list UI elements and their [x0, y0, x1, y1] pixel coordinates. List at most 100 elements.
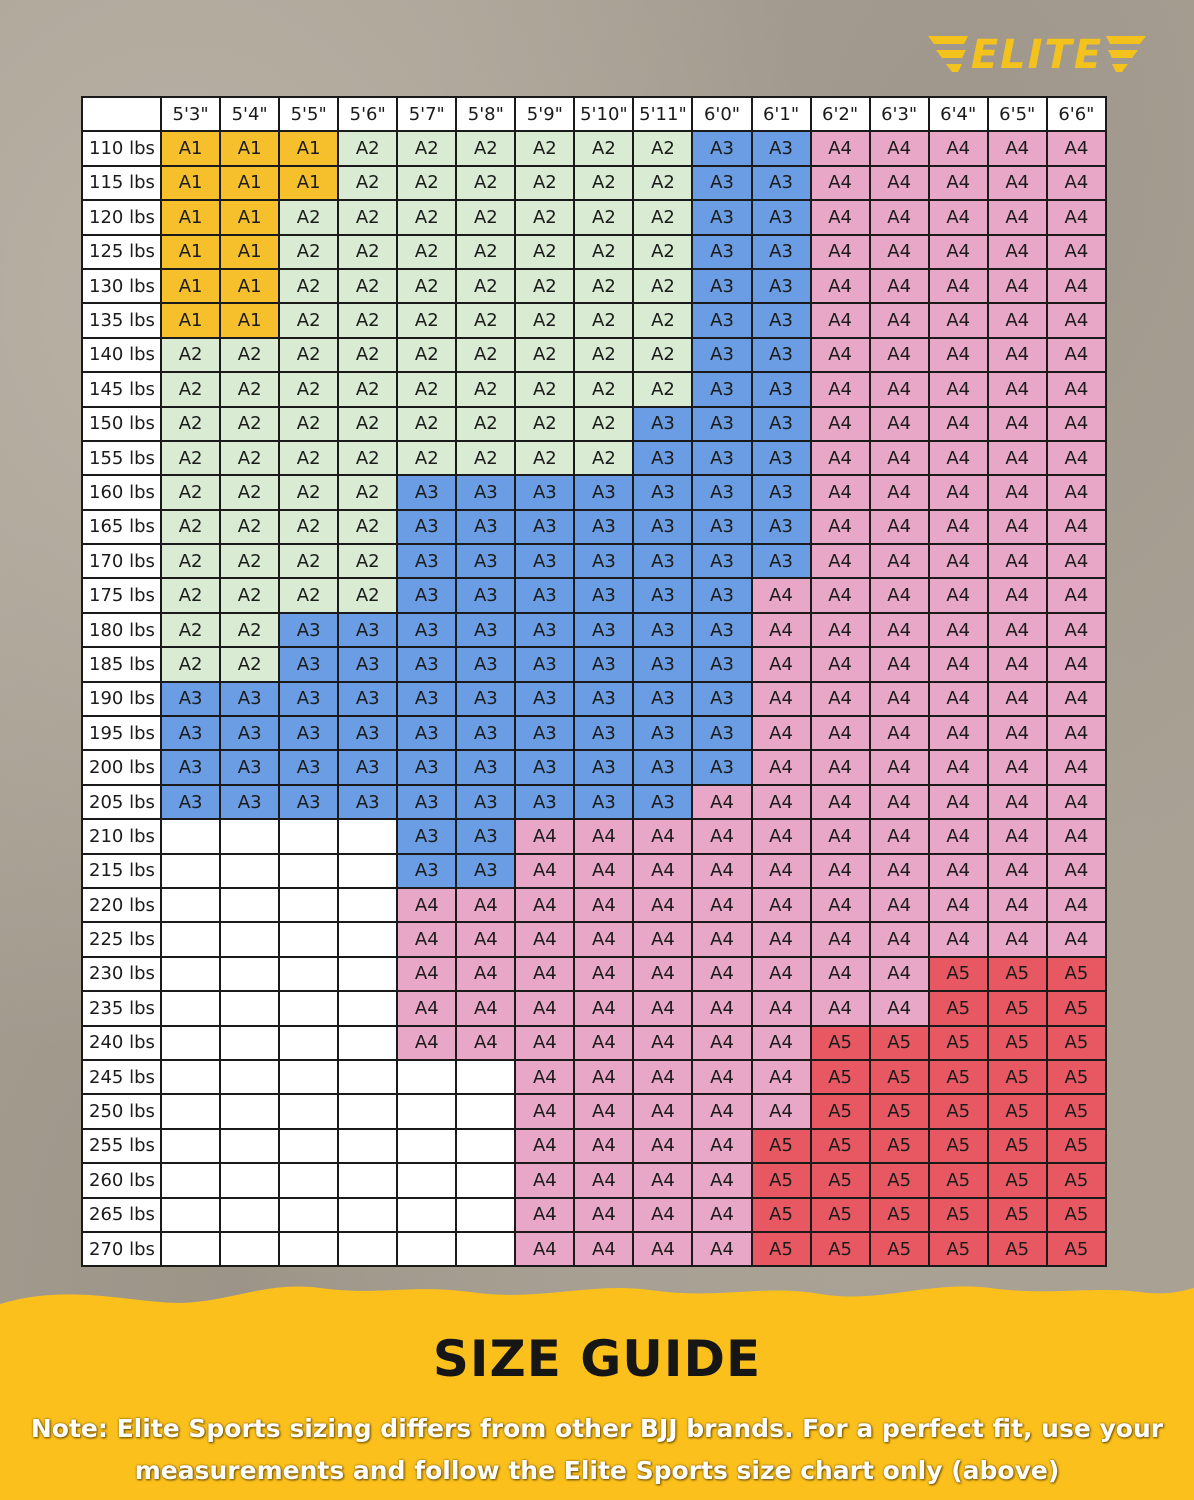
size-cell: A4: [868, 680, 930, 718]
size-cell: A4: [750, 886, 812, 924]
size-cell: [219, 1024, 281, 1061]
size-cell: A4: [986, 886, 1048, 924]
size-cell: A4: [1045, 577, 1108, 614]
table-row: 220 lbs A4 A4 A4 A4 A4 A4 A4 A4 A4 A4 A4 A4: [80, 886, 1108, 924]
size-cell: A4: [809, 749, 871, 786]
size-cell: A4: [750, 1024, 812, 1061]
size-cell: A4: [809, 543, 871, 580]
size-cell: A4: [750, 1093, 812, 1130]
size-cell: A4: [573, 990, 635, 1027]
table-row: 125 lbs A1 A1 A2 A2 A2 A2 A2 A2 A2 A3 A3 A4 A4 A4 A4 A4: [80, 233, 1108, 270]
size-cell: A4: [1045, 818, 1108, 855]
size-cell: A4: [514, 1127, 576, 1165]
size-cell: A4: [514, 1093, 576, 1130]
size-cell: A3: [278, 611, 340, 649]
size-cell: A4: [1045, 646, 1108, 683]
size-cell: A4: [868, 405, 930, 442]
size-cell: A2: [219, 474, 281, 511]
size-cell: A4: [514, 921, 576, 958]
size-cell: A2: [337, 474, 399, 511]
size-cell: A3: [573, 715, 635, 752]
size-cell: A4: [809, 783, 871, 821]
size-cell: A4: [691, 783, 753, 821]
weight-header: 195 lbs: [80, 715, 163, 752]
size-cell: A3: [691, 405, 753, 442]
size-cell: A4: [691, 1024, 753, 1061]
table-row: 250 lbs A4 A4 A4 A4 A4 A5 A5 A5 A5 A5: [80, 1093, 1108, 1130]
size-cell: A4: [691, 990, 753, 1027]
size-cell: A4: [750, 921, 812, 958]
size-cell: A2: [514, 439, 576, 477]
size-cell: A3: [632, 508, 694, 546]
size-cell: A1: [219, 302, 281, 339]
size-cell: A3: [632, 783, 694, 821]
size-cell: A5: [868, 1127, 930, 1165]
logo-wing-icon: [928, 36, 1146, 72]
size-cell: [219, 1127, 281, 1165]
size-cell: A5: [927, 1196, 989, 1233]
size-cell: [337, 1058, 399, 1096]
size-cell: A4: [868, 199, 930, 236]
size-cell: A4: [514, 1024, 576, 1061]
size-cell: A4: [927, 543, 989, 580]
size-cell: A2: [632, 336, 694, 374]
size-cell: [337, 955, 399, 993]
size-cell: A2: [514, 164, 576, 202]
weight-header: 215 lbs: [80, 852, 163, 889]
size-cell: A5: [809, 1093, 871, 1130]
size-cell: A3: [278, 646, 340, 683]
size-cell: A4: [809, 577, 871, 614]
size-cell: A4: [691, 818, 753, 855]
size-cell: A4: [750, 783, 812, 821]
table-row: 145 lbs A2 A2 A2 A2 A2 A2 A2 A2 A2 A3 A3 A4 A4 A4 A4 A4: [80, 371, 1108, 408]
weight-header: 270 lbs: [80, 1230, 163, 1268]
size-cell: A4: [868, 921, 930, 958]
size-cell: A3: [573, 646, 635, 683]
size-cell: A3: [750, 474, 812, 511]
size-cell: A2: [337, 302, 399, 339]
size-cell: A3: [632, 543, 694, 580]
size-cell: A2: [337, 543, 399, 580]
weight-header: 170 lbs: [80, 543, 163, 580]
size-cell: A4: [573, 1093, 635, 1130]
size-cell: A4: [868, 474, 930, 511]
size-cell: [455, 1230, 517, 1268]
size-cell: A4: [927, 921, 989, 958]
size-cell: A4: [632, 886, 694, 924]
size-cell: A2: [573, 267, 635, 305]
size-cell: [278, 886, 340, 924]
size-cell: A2: [632, 199, 694, 236]
size-cell: A4: [868, 611, 930, 649]
size-cell: A5: [750, 1230, 812, 1268]
height-header: 5'3": [160, 95, 222, 133]
height-header: 5'5": [278, 95, 340, 133]
size-cell: [337, 1162, 399, 1199]
size-cell: A3: [632, 405, 694, 442]
size-cell: A4: [927, 130, 989, 167]
size-cell: A5: [927, 955, 989, 993]
size-cell: A2: [455, 233, 517, 270]
size-cell: A1: [160, 164, 222, 202]
weight-header: 185 lbs: [80, 646, 163, 683]
table-row: 190 lbs A3 A3 A3 A3 A3 A3 A3 A3 A3 A3 A4 A4 A4 A4 A4 A4: [80, 680, 1108, 718]
size-cell: A4: [927, 336, 989, 374]
weight-header: 120 lbs: [80, 199, 163, 236]
size-cell: A4: [986, 921, 1048, 958]
size-cell: A4: [927, 474, 989, 511]
size-cell: A2: [278, 405, 340, 442]
size-cell: [219, 1093, 281, 1130]
size-cell: A5: [1045, 1196, 1108, 1233]
table-row: 260 lbs A4 A4 A4 A4 A5 A5 A5 A5 A5 A5: [80, 1162, 1108, 1199]
size-cell: [219, 1058, 281, 1096]
weight-header: 230 lbs: [80, 955, 163, 993]
size-cell: [160, 921, 222, 958]
size-cell: A2: [219, 646, 281, 683]
size-cell: A5: [986, 1230, 1048, 1268]
size-cell: A4: [986, 680, 1048, 718]
size-cell: A2: [514, 267, 576, 305]
size-cell: A4: [809, 852, 871, 889]
size-cell: A5: [986, 955, 1048, 993]
size-cell: A2: [514, 233, 576, 270]
size-cell: A4: [1045, 611, 1108, 649]
size-cell: A3: [632, 439, 694, 477]
